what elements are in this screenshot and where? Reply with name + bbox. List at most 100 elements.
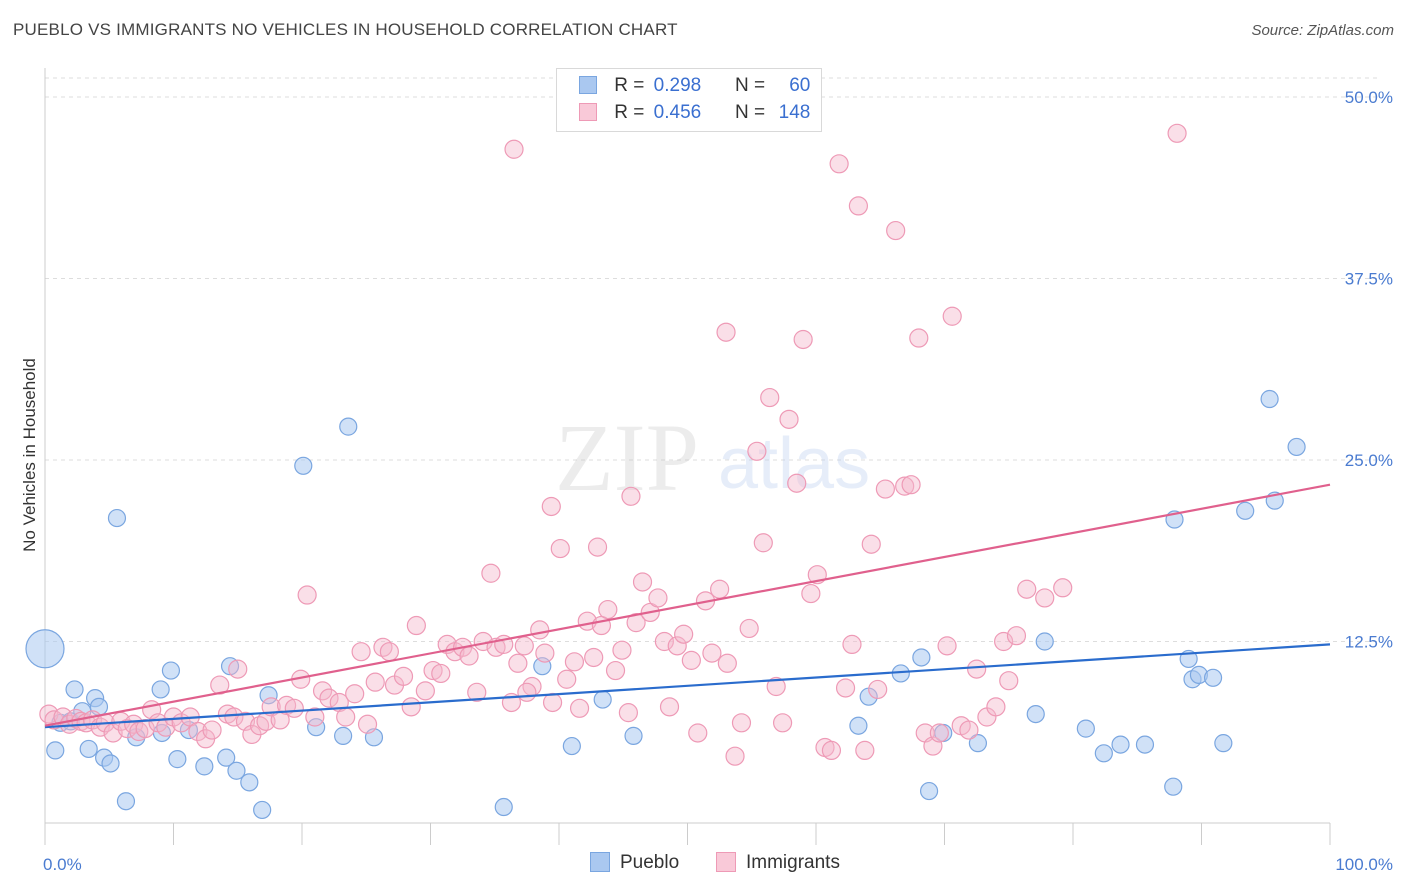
immigrants-point xyxy=(156,717,176,737)
immigrants-point xyxy=(674,624,694,644)
immigrants-point xyxy=(632,572,653,592)
pueblo-point xyxy=(624,726,643,745)
immigrants-point xyxy=(1017,579,1037,599)
pueblo-point xyxy=(1260,389,1279,409)
legend-r-label: R = xyxy=(614,75,645,96)
bottom-legend-pueblo-label: Pueblo xyxy=(620,852,680,873)
immigrants-point xyxy=(779,409,799,429)
watermark-zip: ZIP xyxy=(555,404,699,511)
pueblo-point xyxy=(195,757,214,776)
pueblo-point xyxy=(101,754,120,773)
pueblo-trend-line xyxy=(44,643,1331,729)
immigrants-point xyxy=(842,634,862,655)
pueblo-point xyxy=(294,456,313,475)
immigrants-point xyxy=(967,659,987,679)
immigrants-point xyxy=(557,669,577,689)
immigrants-point xyxy=(1006,626,1027,646)
immigrants-point xyxy=(942,306,962,326)
immigrants-point xyxy=(508,653,528,673)
pueblo-point xyxy=(25,629,65,669)
pueblo-point xyxy=(849,716,868,735)
pueblo-point xyxy=(912,648,931,667)
immigrants-point xyxy=(725,746,745,766)
correlation-legend: R = 0.298 N = 60 R = 0.456 N = 148 xyxy=(556,68,822,132)
pueblo-point xyxy=(259,686,278,705)
bottom-legend-immigrants-label: Immigrants xyxy=(746,852,840,873)
pueblo-point xyxy=(107,508,127,528)
pueblo-point xyxy=(1287,437,1306,457)
immigrants-point xyxy=(415,681,435,701)
watermark-atlas: atlas xyxy=(718,424,870,504)
pueblo-point xyxy=(1094,744,1113,763)
immigrants-point xyxy=(999,671,1019,691)
immigrants-point xyxy=(605,660,626,681)
pueblo-point xyxy=(562,736,581,756)
immigrants-point xyxy=(793,329,813,350)
immigrants-point xyxy=(1053,578,1073,598)
pueblo-point xyxy=(1111,735,1130,754)
pueblo-point xyxy=(168,750,187,769)
immigrants-point xyxy=(351,642,371,662)
immigrants-point xyxy=(379,642,399,662)
immigrants-point xyxy=(103,723,123,743)
pueblo-point xyxy=(116,792,136,811)
immigrants-point xyxy=(654,631,674,652)
immigrants-point xyxy=(550,538,570,559)
immigrants-point xyxy=(423,660,443,681)
pueblo-point xyxy=(1035,632,1054,651)
immigrants-point xyxy=(564,652,585,672)
immigrants-point xyxy=(875,479,895,499)
immigrants-point xyxy=(959,720,979,740)
legend-r-value: 0.456 xyxy=(653,102,702,123)
immigrants-point xyxy=(357,714,378,734)
immigrants-point xyxy=(224,707,244,727)
immigrants-point xyxy=(848,196,869,216)
pueblo-point xyxy=(1026,704,1045,724)
legend-row-immigrants: R = 0.456 N = 148 xyxy=(579,102,810,126)
immigrants-point xyxy=(228,659,248,679)
bottom-legend-immigrants: Immigrants xyxy=(716,852,840,874)
immigrants-point xyxy=(312,681,333,701)
immigrants-point xyxy=(569,698,590,718)
immigrants-point xyxy=(753,533,773,553)
watermark: ZIP atlas xyxy=(555,404,870,511)
immigrants-point xyxy=(336,707,356,727)
immigrants-points xyxy=(39,123,1187,766)
immigrants-trend-line xyxy=(44,483,1331,727)
bottom-legend-pueblo: Pueblo xyxy=(590,852,679,874)
immigrants-point xyxy=(39,704,59,724)
pueblo-point xyxy=(968,734,988,753)
immigrants-point xyxy=(731,713,752,733)
immigrants-point xyxy=(541,496,561,517)
y-tick-label: 37.5% xyxy=(1345,270,1393,289)
immigrants-point xyxy=(1035,588,1055,608)
immigrants-point xyxy=(716,322,736,342)
trend-lines xyxy=(44,483,1331,729)
immigrants-point xyxy=(284,698,304,718)
immigrants-point xyxy=(481,563,501,583)
immigrants-swatch xyxy=(716,852,736,872)
immigrants-point xyxy=(542,692,563,713)
immigrants-point xyxy=(621,486,641,506)
immigrants-point xyxy=(345,684,365,704)
immigrants-point xyxy=(297,585,317,605)
legend-r-label: R = xyxy=(614,102,645,123)
immigrants-point xyxy=(210,675,230,695)
y-tick-label: 12.5% xyxy=(1345,633,1393,652)
pueblo-point xyxy=(307,718,326,737)
tick-labels: 12.5% 25.0% 37.5% 50.0% 0.0% 100.0% xyxy=(43,88,1393,874)
immigrants-point xyxy=(909,328,929,348)
pueblo-point xyxy=(593,690,612,709)
immigrants-point xyxy=(801,583,821,604)
pueblo-point xyxy=(46,741,65,760)
immigrants-point xyxy=(937,636,957,656)
pueblo-point xyxy=(217,748,236,767)
legend-n-label: N = xyxy=(734,75,766,96)
immigrants-point xyxy=(861,534,881,554)
axes xyxy=(44,68,1331,845)
pueblo-points xyxy=(25,389,1306,820)
immigrants-point xyxy=(305,707,325,727)
pueblo-point xyxy=(1135,735,1155,754)
immigrants-point xyxy=(739,618,759,639)
immigrants-point xyxy=(659,697,680,717)
